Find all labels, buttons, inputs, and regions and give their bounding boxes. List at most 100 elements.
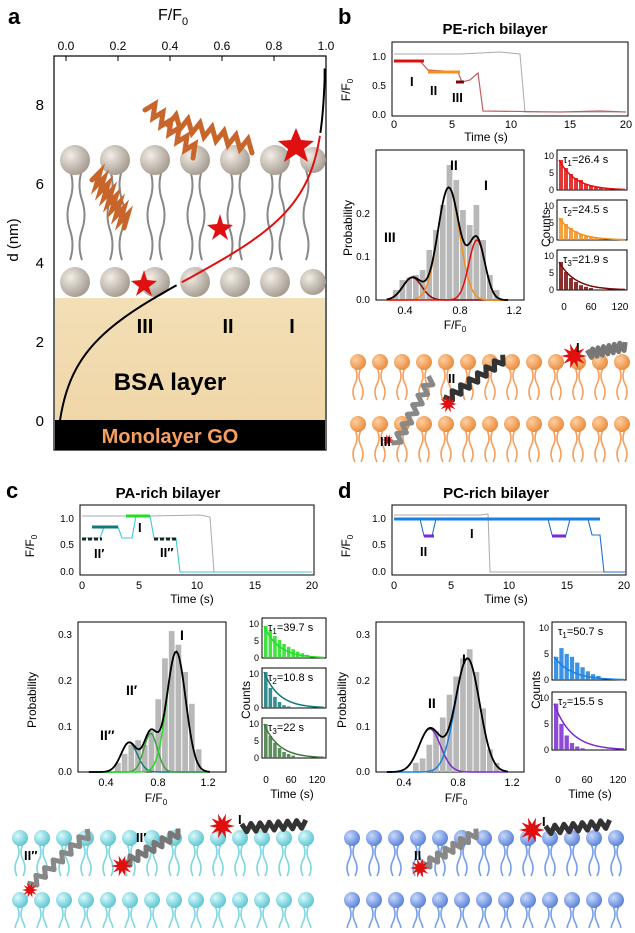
b-dwell-bar <box>594 186 598 190</box>
b-dwell-bar <box>574 282 578 290</box>
c-trace-xlabel: Time (s) <box>170 592 214 606</box>
d-fit-sum <box>386 657 508 773</box>
c-dwell-fit <box>263 671 325 709</box>
b-lipid-tail <box>396 367 408 401</box>
c-star <box>22 882 38 898</box>
a-x-ticks: 0.0 0.2 0.4 0.6 0.8 1.0 <box>58 39 335 53</box>
c-dwell-bar <box>286 754 291 758</box>
d-hist-ytick: 0.3 <box>356 630 370 641</box>
a-state-II: II <box>222 316 233 338</box>
c-lipid-tail <box>234 905 246 933</box>
b-hist-xtick: 0.8 <box>452 305 467 317</box>
b-helix <box>391 374 436 446</box>
b-dwell-bar <box>559 262 563 290</box>
panel-c: c PA-rich bilayer 1.0 0.5 0.0 F/F0 0 5 1… <box>6 478 327 933</box>
c-hist-ylabel: Probability <box>25 672 39 728</box>
d-lipid-head <box>410 830 426 846</box>
a-state-I: I <box>289 316 295 338</box>
d-hist-bar <box>419 758 426 772</box>
c-lipid-head <box>210 830 226 846</box>
b-hist-bar <box>419 270 426 300</box>
b-dwell-fit <box>558 159 626 191</box>
c-hist-bar <box>168 631 175 772</box>
b-helix <box>442 354 506 403</box>
c-dwell-bar <box>277 640 282 658</box>
c-lipid-head <box>56 892 72 908</box>
d-lipid-tail <box>500 905 512 933</box>
d-hist-bar <box>426 744 433 772</box>
c-lipid-head <box>122 892 138 908</box>
c-lipid-tail <box>278 843 290 877</box>
b-lipid-head <box>372 354 388 370</box>
a-ytick: 4 <box>36 255 44 272</box>
c-hist-xlabel: F/F0 <box>145 791 168 807</box>
b-hist-bar <box>413 275 419 300</box>
b-trace-xtick: 15 <box>564 119 576 131</box>
b-trace-xtick: 0 <box>391 119 397 131</box>
b-hist-xtick: 0.4 <box>397 305 412 317</box>
c-lipid-head <box>276 892 292 908</box>
panel-letter-a: a <box>8 4 21 29</box>
c-trace-ytick: 0.0 <box>60 567 74 578</box>
d-hist-ytick: 0.2 <box>356 676 370 687</box>
b-lipid-head <box>460 354 476 370</box>
b-lipid-tail <box>352 429 364 463</box>
d-hist-bar <box>480 708 486 772</box>
c-trace-ytick: 0.5 <box>60 540 74 551</box>
d-lipid-tail <box>478 843 490 877</box>
a-lipid-heads-bottom <box>60 267 326 297</box>
d-hist-bar <box>413 762 419 772</box>
c-counts-label: Counts <box>239 681 253 719</box>
b-trace-gray <box>394 51 626 113</box>
d-lipid-head <box>366 830 382 846</box>
d-dwell-ytick: 0 <box>544 745 549 755</box>
b-lipid-head <box>438 354 454 370</box>
d-lipid-tail <box>544 905 556 933</box>
d-dwell-fit <box>553 703 625 750</box>
b-trace-state: III <box>452 90 463 105</box>
d-lipid-tail <box>390 843 402 877</box>
c-lipid-tail <box>146 905 158 933</box>
d-trace-xtick: 10 <box>503 580 515 592</box>
d-lipid-head <box>586 892 602 908</box>
d-lipid-tail <box>478 905 490 933</box>
b-fit-sum <box>386 186 508 301</box>
b-lipid-head <box>548 354 564 370</box>
b-dwell-bar <box>589 185 593 190</box>
c-lipid-head <box>34 830 50 846</box>
panel-letter-b: b <box>338 4 351 29</box>
b-counts-label: Counts <box>539 209 553 247</box>
c-dwell-fit <box>263 723 325 759</box>
b-dwell-bar <box>564 272 568 290</box>
b-dwell-xtick: 60 <box>585 302 597 313</box>
c-lipid-tail <box>14 843 26 877</box>
c-lipid-head <box>298 830 314 846</box>
a-ytick: 6 <box>36 176 44 193</box>
b-dwell-bar <box>589 237 593 240</box>
d-dwell-ytick: 0 <box>544 675 549 685</box>
c-hist-xtick: 0.8 <box>150 777 165 789</box>
d-lipid-tail <box>368 843 380 877</box>
b-lipid-head <box>438 416 454 432</box>
d-dwell-histograms: τ1=50.7 s 0 5 10 τ2=15.5 s 0 5 10 <box>539 621 627 755</box>
c-dwell-ytick: 10 <box>249 619 259 629</box>
c-trace-xtick: 15 <box>249 580 261 592</box>
c-dwell-ytick: 0 <box>254 753 259 763</box>
b-hist-bar <box>480 240 486 300</box>
b-trace-ylabel: F/F0 <box>339 78 355 101</box>
b-dwell-tau: τ1=26.4 s <box>563 154 609 168</box>
d-hist-bars <box>413 649 500 772</box>
b-hist-state: II <box>450 157 458 173</box>
d-trace-xtick: 20 <box>618 580 630 592</box>
b-dwell-bar <box>604 188 608 190</box>
b-dwell-ytick: 0 <box>549 185 554 195</box>
d-hist-bar <box>473 672 480 772</box>
c-lipid-tail <box>36 905 48 933</box>
d-trace-xtick: 5 <box>448 580 454 592</box>
b-dwell-ytick: 10 <box>544 251 554 261</box>
b-lipid-head <box>372 416 388 432</box>
d-lipid-head <box>432 892 448 908</box>
b-title: PE-rich bilayer <box>442 21 547 38</box>
d-lipid-tail <box>522 905 534 933</box>
d-dwell-ytick: 5 <box>544 719 549 729</box>
